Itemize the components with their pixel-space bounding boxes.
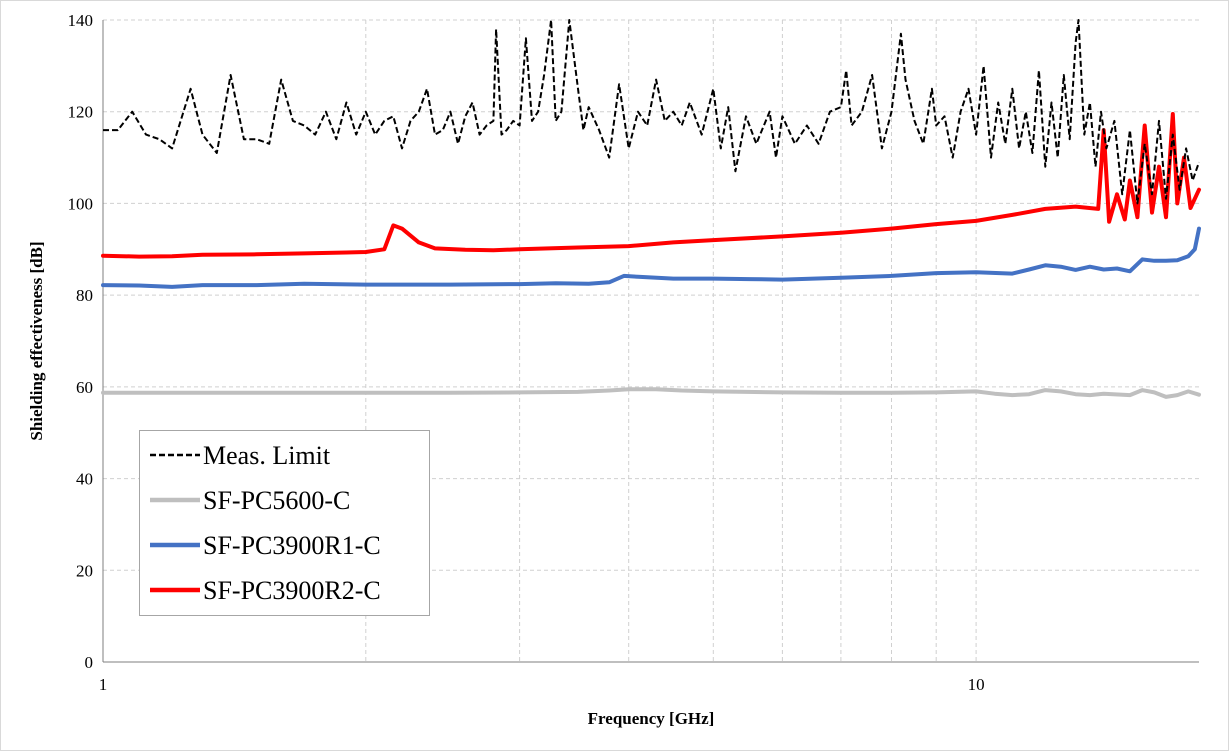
tick-labels: 0 20 40 60 80 100 120 140 1 10: [68, 11, 985, 694]
y-tick-label: 140: [68, 11, 94, 30]
legend-box: [139, 430, 430, 616]
x-tick-label: 1: [99, 675, 108, 694]
y-tick-label: 0: [85, 653, 94, 672]
series-line-sf-pc3900r1-c: [101, 226, 1201, 289]
series-line-sf-pc5600-c: [101, 387, 1201, 399]
y-tick-label: 40: [76, 470, 93, 489]
legend-label: SF-PC3900R2-C: [203, 576, 381, 605]
x-axis-title: Frequency [GHz]: [588, 709, 715, 728]
series-line-sf-pc3900r2-c: [101, 112, 1201, 259]
legend-label: Meas. Limit: [203, 441, 331, 470]
plot-area: [101, 19, 1201, 399]
y-tick-label: 80: [76, 286, 93, 305]
legend: Meas. Limit SF-PC5600-C SF-PC3900R1-C SF-PC…: [139, 430, 430, 616]
y-tick-label: 120: [68, 103, 94, 122]
x-tick-label: 10: [968, 675, 985, 694]
y-tick-label: 100: [68, 194, 94, 213]
y-tick-label: 60: [76, 378, 93, 397]
series-line-meas-limit: [103, 19, 1200, 205]
axes: [102, 20, 1199, 663]
legend-label: SF-PC5600-C: [203, 486, 350, 515]
grid-lines: [103, 19, 1199, 662]
legend-label: SF-PC3900R1-C: [203, 531, 381, 560]
y-axis-title: Shielding effectiveness [dB]: [27, 241, 46, 440]
y-tick-label: 20: [76, 561, 93, 580]
